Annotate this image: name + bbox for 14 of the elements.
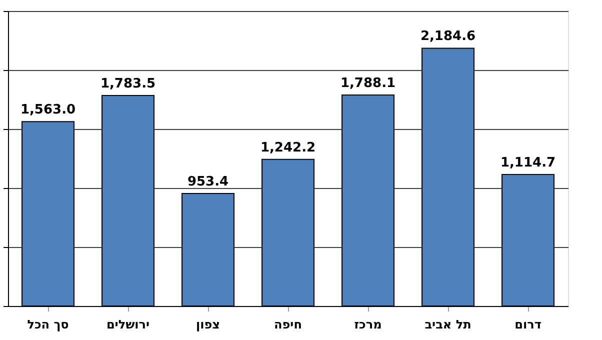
data-label: 1,788.1	[340, 76, 396, 92]
data-label: 1,114.7	[500, 155, 556, 170]
x-tick-label: סך הכל	[27, 318, 69, 332]
x-tick-label: מרכז	[354, 318, 382, 332]
data-label: 1,563.0	[20, 102, 76, 118]
data-label: 2,184.6	[420, 29, 476, 44]
x-tick-label: חיפה	[274, 318, 302, 332]
x-tick-label: תל אביב	[424, 318, 472, 332]
data-label: 1,783.5	[100, 76, 156, 92]
x-tick-label: ירושלים	[106, 318, 150, 332]
x-tick-label: דרום	[514, 318, 542, 332]
data-label: 1,242.2	[260, 140, 316, 156]
x-tick-label: צפון	[196, 318, 220, 332]
data-label: 953.4	[187, 174, 229, 190]
